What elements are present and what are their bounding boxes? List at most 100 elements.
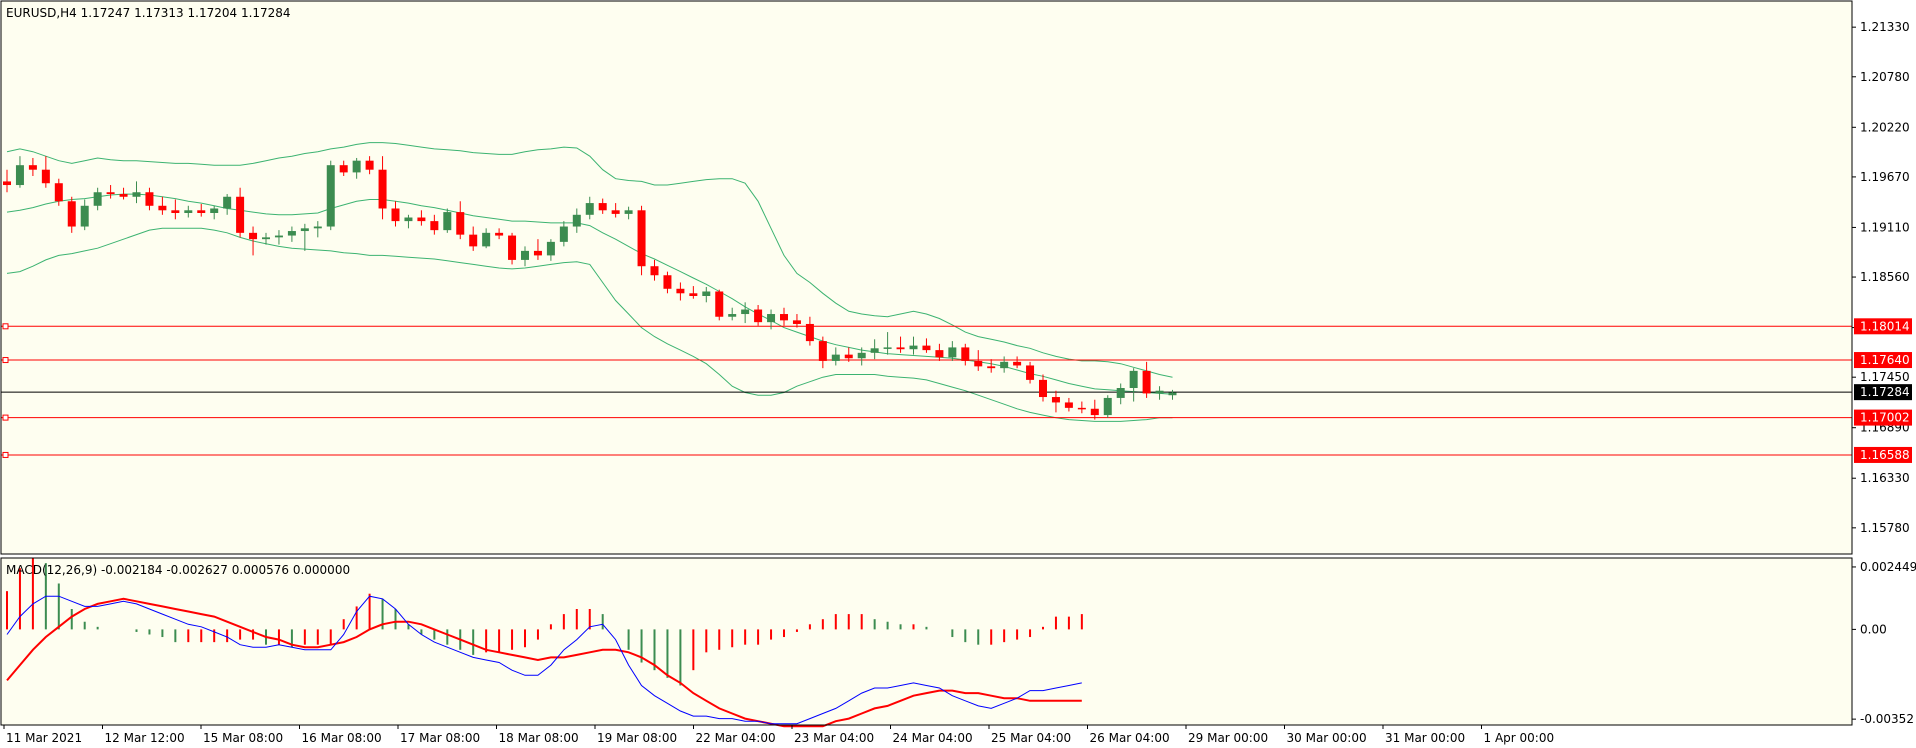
symbol-header: EURUSD,H4 1.17247 1.17313 1.17204 1.1728… [6, 6, 291, 20]
time-tick-label: 15 Mar 08:00 [203, 731, 283, 745]
price-pane-frame [0, 0, 1853, 555]
candle-body [469, 234, 478, 247]
level-anchor-handle [2, 414, 9, 421]
candle-body [482, 232, 491, 247]
candle-body [1077, 407, 1086, 410]
price-tick-label: 1.15780 [1860, 521, 1910, 535]
candle-body [106, 192, 115, 195]
candle-body [909, 345, 918, 350]
level-anchor-handle [2, 323, 9, 330]
time-tick-label: 16 Mar 08:00 [302, 731, 382, 745]
current-price-label: 1.17284 [1860, 385, 1910, 399]
candle-body [443, 212, 452, 231]
candle-body [559, 226, 568, 242]
candle-body [689, 293, 698, 296]
time-tick-label: 17 Mar 08:00 [400, 731, 480, 745]
candle-body [223, 196, 232, 209]
level-price-label: 1.17640 [1860, 353, 1910, 367]
candle-body [961, 347, 970, 361]
candle-body [754, 309, 763, 323]
level-price-tag [1854, 446, 1912, 463]
level-price-tag [1854, 409, 1912, 426]
candle-body [287, 231, 296, 236]
candle-body [702, 291, 711, 296]
candle-body [508, 235, 517, 260]
price-tick-label: 1.20780 [1860, 70, 1910, 84]
time-tick-label: 19 Mar 08:00 [597, 731, 677, 745]
price-tick-label: 1.19670 [1860, 170, 1910, 184]
candle-body [831, 354, 840, 361]
price-tick-label: 1.18560 [1860, 270, 1910, 284]
time-tick-label: 26 Mar 04:00 [1090, 731, 1170, 745]
candle-body [585, 203, 594, 215]
candle-body [1000, 361, 1009, 369]
candle-body [792, 320, 801, 324]
candle-body [352, 160, 361, 173]
level-price-label: 1.16588 [1860, 448, 1910, 462]
bollinger-upper-line [6, 142, 1173, 378]
candle-body [715, 291, 724, 317]
candle-body [262, 237, 270, 240]
candle-body [818, 341, 827, 361]
candle-body [857, 352, 866, 359]
time-tick-label: 1 Apr 00:00 [1484, 731, 1555, 745]
candlestick-series [3, 156, 1177, 420]
candle-body [132, 192, 141, 197]
candle-body [1064, 402, 1073, 408]
candle-body [339, 165, 348, 173]
bollinger-lower-line [6, 227, 1173, 422]
candle-body [611, 210, 620, 214]
candle-body [1090, 408, 1099, 416]
candle-body [974, 360, 983, 367]
time-tick-label: 25 Mar 04:00 [991, 731, 1071, 745]
candle-body [378, 169, 387, 209]
candle-body [805, 323, 814, 342]
candle-body [15, 165, 24, 186]
candle-body [249, 232, 258, 240]
candle-body [210, 208, 219, 213]
level-price-tag [1854, 318, 1912, 335]
candle-body [1155, 390, 1164, 394]
candle-body [391, 208, 400, 222]
candle-body [948, 347, 957, 358]
horizontal-levels[interactable]: 1.18014 1.17640 1.17002 1.16588 1.17284 [1, 318, 1912, 463]
time-tick-label: 12 Mar 12:00 [105, 731, 185, 745]
candle-body [572, 214, 581, 227]
level-anchor-handle [2, 357, 9, 364]
macd-tick-label: 0.002449 [1860, 560, 1916, 574]
candle-body [521, 250, 529, 260]
candle-body [922, 345, 931, 351]
candle-body [844, 354, 853, 359]
macd-pane-bg [1, 558, 1852, 725]
candle-body [197, 210, 206, 213]
level-price-label: 1.17002 [1860, 411, 1910, 425]
candle-body [326, 165, 335, 227]
candle-body [987, 366, 996, 369]
candle-body [3, 181, 11, 186]
candle-body [300, 228, 309, 232]
candle-body [274, 235, 283, 238]
candle-body [1142, 370, 1151, 394]
candle-body [1026, 365, 1035, 380]
price-tick-label: 1.20220 [1860, 120, 1910, 134]
candle-body [119, 194, 128, 197]
candle-body [158, 205, 167, 211]
candle-body [41, 169, 50, 184]
macd-header: MACD(12,26,9) -0.002184 -0.002627 0.0005… [6, 563, 350, 577]
candle-body [1039, 379, 1047, 398]
candle-body [663, 275, 672, 289]
candle-body [676, 288, 685, 294]
candle-body [546, 241, 555, 256]
macd-lines [6, 595, 1082, 728]
time-tick-label: 30 Mar 00:00 [1287, 731, 1367, 745]
time-axis: 11 Mar 2021 12 Mar 12:00 15 Mar 08:00 16 Ma… [3, 725, 1555, 745]
candle-body [870, 348, 879, 353]
candle-body [650, 266, 659, 276]
candle-body [184, 210, 193, 213]
price-tick-label: 1.21330 [1860, 20, 1910, 34]
candle-body [456, 212, 465, 235]
time-tick-label: 23 Mar 04:00 [794, 731, 874, 745]
candle-body [93, 192, 102, 206]
candle-body [145, 192, 154, 206]
